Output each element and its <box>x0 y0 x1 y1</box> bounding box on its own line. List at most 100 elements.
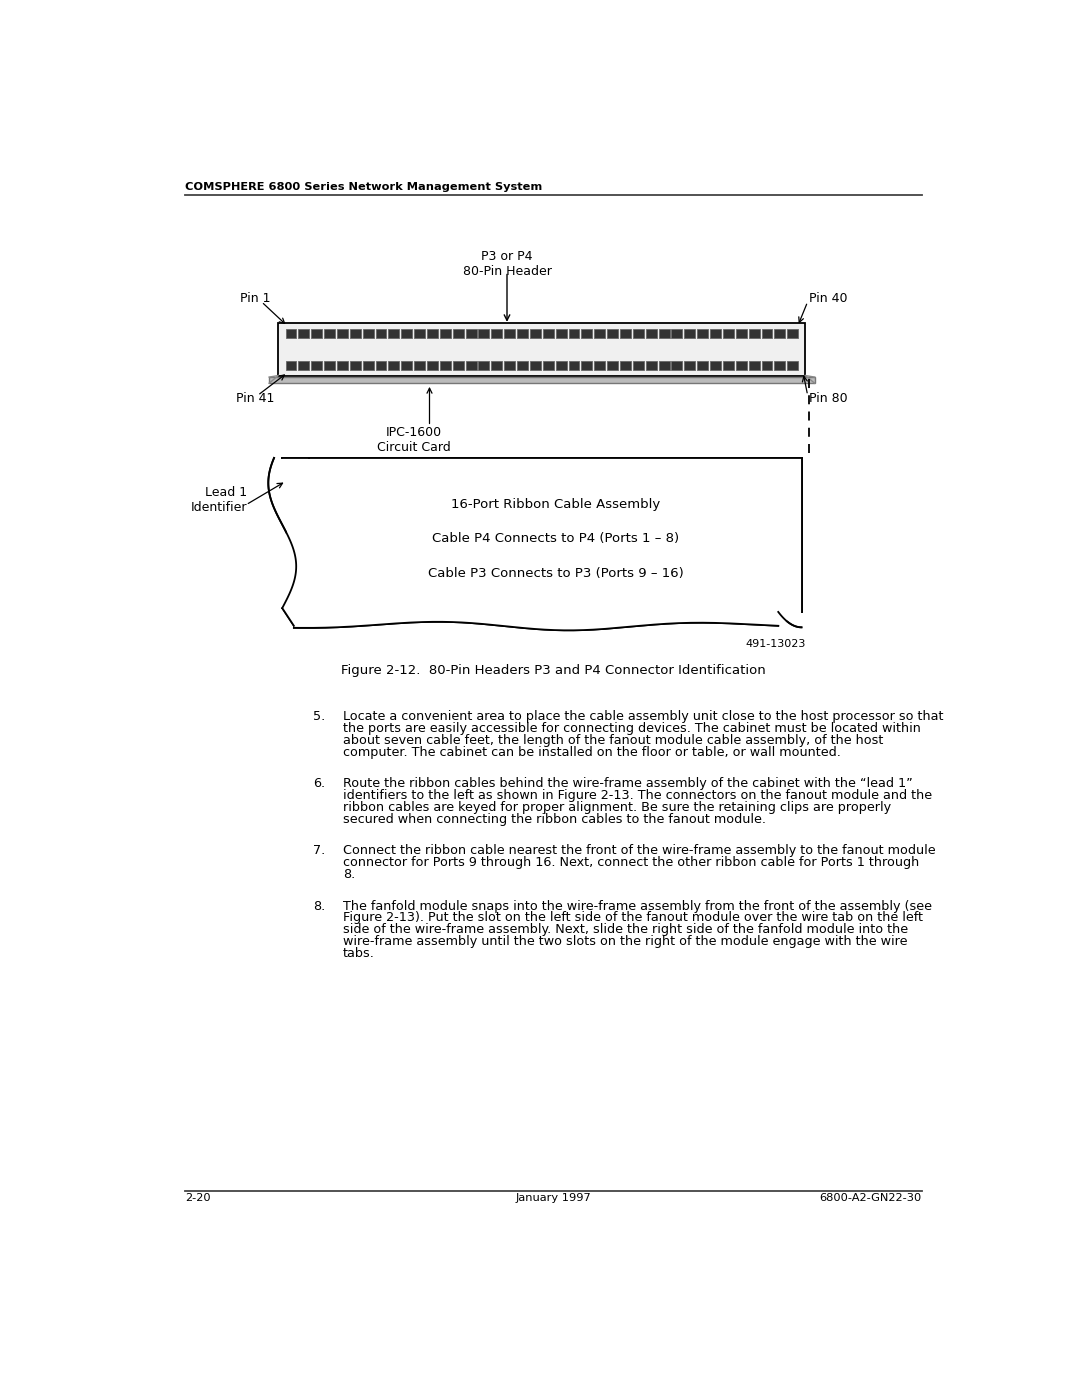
Bar <box>453 360 463 370</box>
Bar <box>517 360 528 370</box>
Bar <box>659 328 670 338</box>
Text: 8.: 8. <box>342 869 355 882</box>
Bar <box>698 360 708 370</box>
Bar <box>298 360 309 370</box>
Text: identifiers to the left as shown in Figure 2-13. The connectors on the fanout mo: identifiers to the left as shown in Figu… <box>342 789 932 802</box>
Bar <box>543 328 554 338</box>
Bar <box>659 360 670 370</box>
Bar <box>427 328 438 338</box>
Bar <box>633 360 644 370</box>
Bar <box>453 328 463 338</box>
Polygon shape <box>268 458 801 630</box>
Text: IPC-1600
Circuit Card: IPC-1600 Circuit Card <box>377 426 450 454</box>
Bar <box>298 328 309 338</box>
Bar <box>774 328 785 338</box>
Bar <box>389 360 400 370</box>
Bar <box>504 328 515 338</box>
Text: Pin 80: Pin 80 <box>809 393 848 405</box>
Bar <box>748 360 759 370</box>
Bar <box>723 328 733 338</box>
Text: 6.: 6. <box>313 778 325 791</box>
Text: secured when connecting the ribbon cables to the fanout module.: secured when connecting the ribbon cable… <box>342 813 766 826</box>
Bar <box>402 328 413 338</box>
Bar <box>543 360 554 370</box>
Text: Pin 41: Pin 41 <box>235 393 274 405</box>
Bar <box>581 360 592 370</box>
Text: Figure 2-12.  80-Pin Headers P3 and P4 Connector Identification: Figure 2-12. 80-Pin Headers P3 and P4 Co… <box>341 665 766 678</box>
Bar <box>735 360 746 370</box>
Bar <box>491 360 502 370</box>
Text: 5.: 5. <box>312 711 325 724</box>
Bar <box>710 328 721 338</box>
Text: The fanfold module snaps into the wire-frame assembly from the front of the asse: The fanfold module snaps into the wire-f… <box>342 900 932 912</box>
Bar <box>517 328 528 338</box>
Text: side of the wire-frame assembly. Next, slide the right side of the fanfold modul: side of the wire-frame assembly. Next, s… <box>342 923 908 936</box>
Bar <box>350 328 361 338</box>
Bar <box>594 360 605 370</box>
Text: ribbon cables are keyed for proper alignment. Be sure the retaining clips are pr: ribbon cables are keyed for proper align… <box>342 802 891 814</box>
Bar <box>735 328 746 338</box>
Text: COMSPHERE 6800 Series Network Management System: COMSPHERE 6800 Series Network Management… <box>186 182 542 193</box>
Bar <box>376 328 387 338</box>
Text: Connect the ribbon cable nearest the front of the wire-frame assembly to the fan: Connect the ribbon cable nearest the fro… <box>342 844 935 858</box>
Bar <box>698 328 708 338</box>
Bar <box>504 360 515 370</box>
Bar <box>350 360 361 370</box>
Bar <box>672 328 683 338</box>
Bar <box>710 360 721 370</box>
Bar <box>269 377 814 383</box>
Bar <box>556 360 567 370</box>
Text: 491-13023: 491-13023 <box>745 638 806 648</box>
Bar <box>685 328 696 338</box>
Bar <box>581 328 592 338</box>
Bar <box>530 360 541 370</box>
Text: tabs.: tabs. <box>342 947 375 960</box>
Text: connector for Ports 9 through 16. Next, connect the other ribbon cable for Ports: connector for Ports 9 through 16. Next, … <box>342 856 919 869</box>
Bar <box>646 360 657 370</box>
Bar <box>414 360 426 370</box>
Text: computer. The cabinet can be installed on the floor or table, or wall mounted.: computer. The cabinet can be installed o… <box>342 746 840 760</box>
Bar <box>620 360 631 370</box>
Bar <box>530 328 541 338</box>
Bar <box>761 328 772 338</box>
Text: Cable P4 Connects to P4 (Ports 1 – 8): Cable P4 Connects to P4 (Ports 1 – 8) <box>432 532 679 545</box>
Bar <box>324 360 335 370</box>
Bar <box>748 328 759 338</box>
Text: wire-frame assembly until the two slots on the right of the module engage with t: wire-frame assembly until the two slots … <box>342 936 907 949</box>
Bar <box>285 328 296 338</box>
Bar <box>620 328 631 338</box>
Bar <box>427 360 438 370</box>
Bar <box>376 360 387 370</box>
Bar <box>633 328 644 338</box>
Bar <box>607 360 618 370</box>
Bar <box>787 328 798 338</box>
Bar <box>337 328 348 338</box>
Text: January 1997: January 1997 <box>515 1193 592 1203</box>
Bar <box>568 360 580 370</box>
Bar <box>324 328 335 338</box>
Bar <box>478 328 489 338</box>
Bar <box>607 328 618 338</box>
Bar <box>465 360 476 370</box>
Bar <box>389 328 400 338</box>
Bar <box>337 360 348 370</box>
Text: 6800-A2-GN22-30: 6800-A2-GN22-30 <box>820 1193 921 1203</box>
Text: 7.: 7. <box>312 844 325 858</box>
Bar <box>568 328 580 338</box>
Text: Locate a convenient area to place the cable assembly unit close to the host proc: Locate a convenient area to place the ca… <box>342 711 943 724</box>
Bar <box>774 360 785 370</box>
Text: Cable P3 Connects to P3 (Ports 9 – 16): Cable P3 Connects to P3 (Ports 9 – 16) <box>428 567 684 580</box>
Bar <box>594 328 605 338</box>
Text: 8.: 8. <box>312 900 325 912</box>
Bar <box>556 328 567 338</box>
Bar <box>279 323 806 376</box>
Text: Pin 40: Pin 40 <box>809 292 848 305</box>
Bar <box>363 328 374 338</box>
Bar <box>787 360 798 370</box>
Text: Route the ribbon cables behind the wire-frame assembly of the cabinet with the “: Route the ribbon cables behind the wire-… <box>342 778 913 791</box>
Bar <box>685 360 696 370</box>
Bar <box>402 360 413 370</box>
Text: 2-20: 2-20 <box>186 1193 211 1203</box>
Text: Lead 1
Identifier: Lead 1 Identifier <box>191 486 247 514</box>
Text: about seven cable feet, the length of the fanout module cable assembly, of the h: about seven cable feet, the length of th… <box>342 735 883 747</box>
